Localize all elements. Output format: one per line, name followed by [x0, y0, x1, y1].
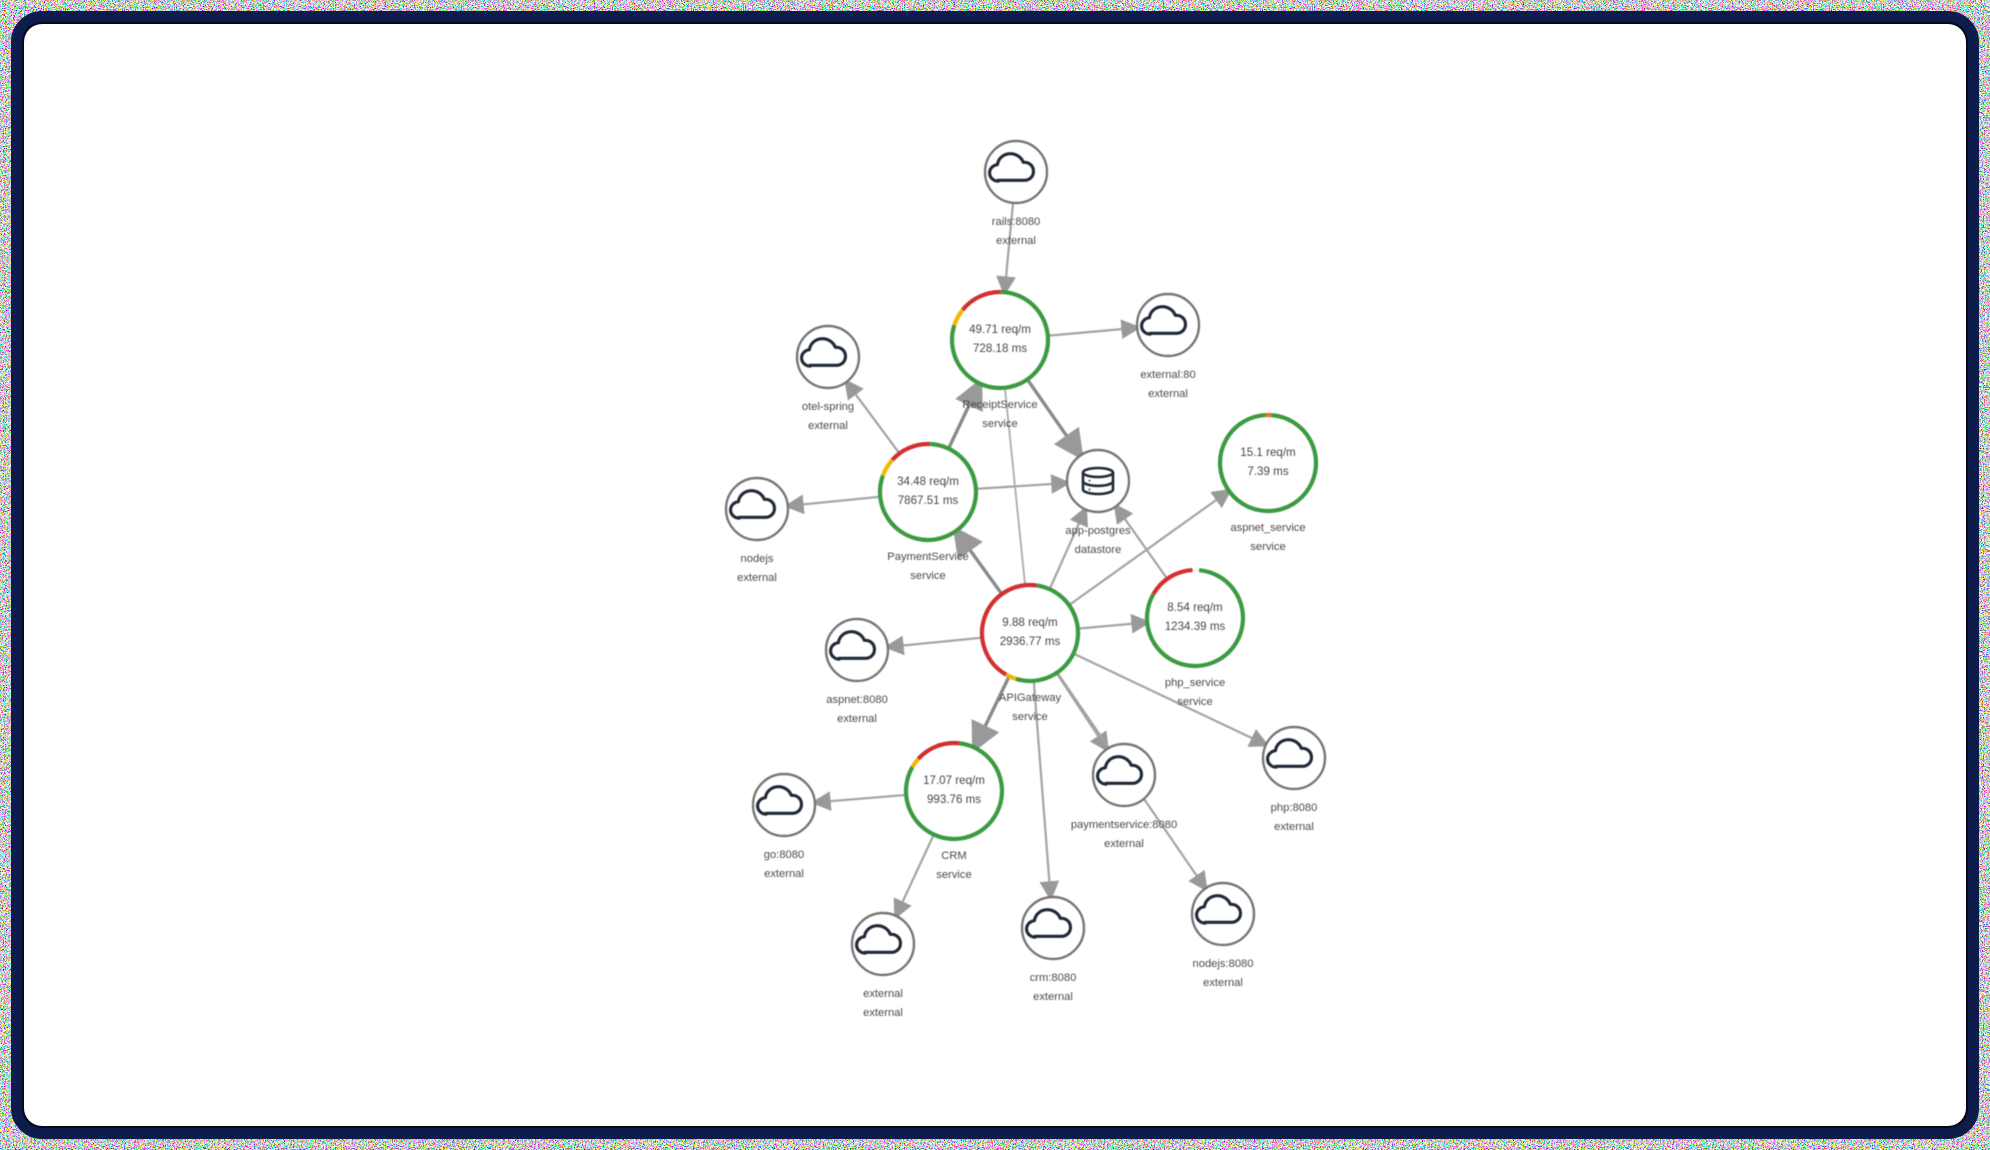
- svg-text:external: external: [764, 868, 804, 880]
- svg-text:external:80: external:80: [1140, 369, 1195, 381]
- svg-text:service: service: [982, 418, 1017, 430]
- svg-text:728.18 ms: 728.18 ms: [973, 342, 1027, 355]
- svg-text:php:8080: php:8080: [1271, 802, 1318, 814]
- svg-text:otel-spring: otel-spring: [802, 401, 854, 413]
- svg-text:php_service: php_service: [1165, 677, 1225, 689]
- svg-text:APIGateway: APIGateway: [999, 692, 1062, 704]
- svg-text:nodejs: nodejs: [741, 553, 774, 565]
- svg-text:service: service: [936, 869, 971, 881]
- svg-text:external: external: [1274, 821, 1314, 833]
- svg-text:service: service: [910, 570, 945, 582]
- svg-text:7.39 ms: 7.39 ms: [1247, 465, 1288, 478]
- svg-text:8.54 req/m: 8.54 req/m: [1167, 601, 1222, 614]
- svg-text:nodejs:8080: nodejs:8080: [1193, 958, 1254, 970]
- svg-text:external: external: [737, 572, 777, 584]
- svg-text:993.76 ms: 993.76 ms: [927, 793, 981, 806]
- svg-text:external: external: [996, 235, 1036, 247]
- svg-text:15.1 req/m: 15.1 req/m: [1240, 446, 1295, 459]
- svg-text:ReceiptService: ReceiptService: [962, 399, 1037, 411]
- svg-text:7867.51 ms: 7867.51 ms: [898, 494, 959, 507]
- svg-text:external: external: [1033, 991, 1073, 1003]
- svg-text:paymentservice:8080: paymentservice:8080: [1071, 819, 1177, 831]
- svg-text:datastore: datastore: [1075, 544, 1122, 556]
- svg-text:service: service: [1250, 541, 1285, 553]
- svg-text:go:8080: go:8080: [764, 849, 804, 861]
- svg-text:external: external: [808, 420, 848, 432]
- svg-text:9.88 req/m: 9.88 req/m: [1002, 616, 1057, 629]
- svg-text:aspnet:8080: aspnet:8080: [826, 694, 888, 706]
- svg-text:external: external: [1104, 838, 1144, 850]
- svg-text:PaymentService: PaymentService: [887, 551, 968, 563]
- svg-text:service: service: [1012, 711, 1047, 723]
- svg-text:CRM: CRM: [941, 850, 966, 862]
- svg-text:49.71 req/m: 49.71 req/m: [969, 323, 1031, 336]
- svg-text:app-postgres: app-postgres: [1065, 525, 1131, 537]
- svg-text:crm:8080: crm:8080: [1030, 972, 1077, 984]
- svg-text:2936.77 ms: 2936.77 ms: [1000, 635, 1061, 648]
- svg-text:34.48 req/m: 34.48 req/m: [897, 475, 959, 488]
- svg-text:service: service: [1177, 696, 1212, 708]
- svg-text:external: external: [1148, 388, 1188, 400]
- svg-text:17.07 req/m: 17.07 req/m: [923, 774, 985, 787]
- svg-text:external: external: [863, 988, 903, 1000]
- svg-text:1234.39 ms: 1234.39 ms: [1165, 620, 1226, 633]
- svg-text:external: external: [837, 713, 877, 725]
- svg-text:external: external: [1203, 977, 1243, 989]
- svg-text:external: external: [863, 1007, 903, 1019]
- svg-text:rails:8080: rails:8080: [992, 216, 1041, 228]
- svg-text:aspnet_service: aspnet_service: [1230, 522, 1305, 534]
